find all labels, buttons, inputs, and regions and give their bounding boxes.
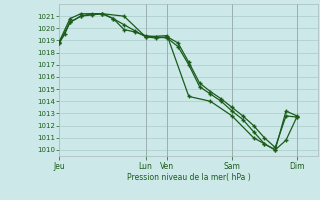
X-axis label: Pression niveau de la mer( hPa ): Pression niveau de la mer( hPa ) [127,173,251,182]
